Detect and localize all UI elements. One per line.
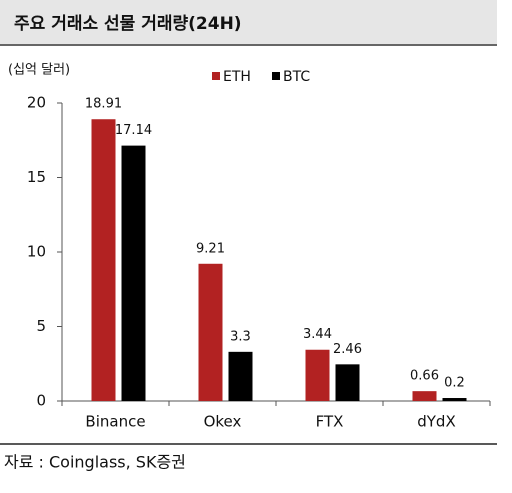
bar [91, 119, 116, 401]
title-band [0, 0, 497, 44]
y-tick-label: 0 [36, 392, 46, 410]
bar [412, 391, 437, 401]
x-tick-label: Binance [85, 413, 145, 431]
value-label: 9.21 [196, 241, 225, 256]
value-label: 0.2 [444, 376, 465, 391]
value-label: 2.46 [333, 342, 362, 357]
bar [305, 349, 330, 401]
y-tick-label: 20 [27, 94, 46, 112]
legend-swatch [272, 72, 280, 80]
y-tick-label: 10 [27, 243, 46, 261]
chart-title: 주요 거래소 선물 거래량(24H) [14, 14, 242, 34]
bar [121, 145, 146, 401]
bar [335, 364, 360, 401]
value-label: 18.91 [85, 97, 122, 112]
legend-label: BTC [283, 69, 310, 85]
bar [228, 351, 253, 401]
bar [442, 398, 467, 401]
x-tick-label: dYdX [417, 413, 455, 431]
legend-swatch [212, 72, 220, 80]
value-label: 0.66 [410, 369, 439, 384]
legend-label: ETH [223, 69, 251, 85]
y-tick-label: 15 [27, 168, 46, 186]
unit-label: (십억 달러) [8, 63, 70, 78]
bar [198, 263, 223, 401]
y-tick-label: 5 [36, 317, 46, 335]
value-label: 3.44 [303, 327, 332, 342]
x-tick-label: Okex [204, 413, 242, 431]
source-note: 자료 : Coinglass, SK증권 [4, 453, 186, 472]
value-label: 3.3 [230, 329, 251, 344]
x-tick-label: FTX [316, 413, 344, 431]
value-label: 17.14 [115, 123, 152, 138]
